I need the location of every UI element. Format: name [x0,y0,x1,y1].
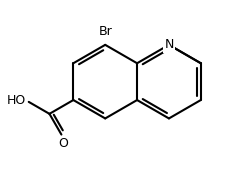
Text: O: O [58,137,68,150]
Text: HO: HO [6,93,26,107]
Text: Br: Br [98,25,112,38]
Text: N: N [164,38,173,51]
